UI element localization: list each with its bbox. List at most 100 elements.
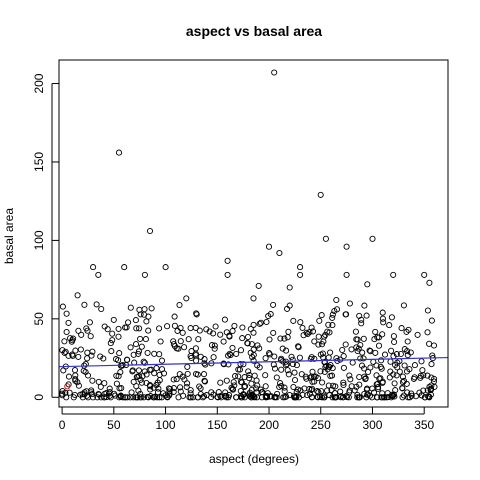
data-point bbox=[378, 394, 385, 401]
data-point bbox=[214, 394, 221, 401]
data-point bbox=[72, 347, 79, 354]
data-point bbox=[229, 327, 236, 335]
data-point bbox=[98, 305, 105, 313]
data-point bbox=[75, 353, 82, 360]
data-point bbox=[278, 382, 285, 389]
data-point bbox=[388, 347, 395, 354]
data-point bbox=[295, 386, 302, 393]
data-point bbox=[223, 329, 230, 336]
data-point bbox=[342, 341, 349, 348]
data-point bbox=[116, 385, 123, 392]
data-point bbox=[388, 314, 395, 321]
data-point bbox=[181, 344, 188, 351]
data-point bbox=[144, 393, 151, 400]
data-point bbox=[340, 379, 347, 386]
data-point bbox=[63, 310, 70, 317]
data-point bbox=[187, 325, 194, 332]
data-point bbox=[400, 392, 408, 399]
data-point bbox=[379, 390, 386, 397]
data-point bbox=[262, 355, 269, 362]
data-point bbox=[71, 367, 79, 374]
data-point bbox=[364, 391, 371, 398]
y-tick-label: 0 bbox=[32, 394, 46, 401]
data-point bbox=[113, 380, 120, 387]
data-point bbox=[410, 375, 417, 382]
data-point bbox=[397, 350, 404, 358]
data-point bbox=[140, 394, 147, 401]
data-point bbox=[109, 330, 116, 337]
data-point bbox=[364, 281, 371, 288]
data-point bbox=[146, 227, 154, 235]
data-point bbox=[170, 341, 177, 348]
data-point bbox=[171, 322, 178, 329]
data-point bbox=[84, 355, 91, 362]
x-tick-label: 300 bbox=[362, 418, 382, 432]
data-point bbox=[124, 394, 131, 401]
data-points bbox=[59, 69, 438, 401]
data-point bbox=[346, 387, 353, 394]
data-point bbox=[393, 372, 400, 379]
data-point bbox=[138, 379, 145, 386]
data-point bbox=[134, 394, 141, 401]
data-point bbox=[221, 316, 228, 323]
data-point bbox=[278, 366, 285, 373]
data-point bbox=[281, 335, 288, 342]
data-point bbox=[136, 325, 143, 332]
data-point bbox=[195, 336, 202, 343]
data-point bbox=[328, 372, 336, 379]
data-point bbox=[200, 393, 208, 400]
data-point bbox=[314, 388, 321, 395]
data-point bbox=[400, 302, 407, 309]
data-point bbox=[271, 353, 278, 360]
data-point bbox=[263, 318, 270, 326]
data-point bbox=[223, 377, 230, 384]
data-point bbox=[404, 338, 411, 345]
data-point bbox=[417, 372, 424, 379]
data-point bbox=[331, 307, 338, 315]
data-point bbox=[177, 338, 184, 345]
x-tick-label: 100 bbox=[156, 418, 176, 432]
data-point bbox=[355, 345, 362, 352]
data-point bbox=[373, 372, 380, 379]
data-point bbox=[210, 354, 217, 361]
data-point bbox=[381, 351, 389, 358]
data-point bbox=[266, 350, 273, 357]
data-point bbox=[206, 328, 213, 335]
data-point bbox=[297, 264, 304, 271]
data-point bbox=[277, 335, 284, 342]
data-point bbox=[65, 319, 72, 326]
data-point bbox=[229, 385, 236, 392]
data-point bbox=[75, 382, 82, 389]
data-point bbox=[62, 348, 69, 355]
data-point bbox=[130, 378, 137, 385]
data-point bbox=[378, 357, 385, 364]
data-point bbox=[271, 365, 279, 372]
data-point bbox=[211, 345, 218, 352]
data-point bbox=[430, 342, 438, 349]
data-point bbox=[321, 394, 328, 401]
data-point bbox=[201, 378, 209, 385]
x-axis-label: aspect (degrees) bbox=[209, 452, 299, 466]
data-point bbox=[363, 312, 370, 319]
data-point bbox=[210, 330, 217, 337]
data-point bbox=[279, 345, 286, 352]
data-point bbox=[116, 350, 123, 357]
data-point bbox=[331, 390, 338, 397]
data-point bbox=[81, 301, 88, 308]
data-point bbox=[387, 368, 394, 375]
fit-line-group bbox=[58, 356, 449, 368]
data-point bbox=[403, 328, 410, 335]
data-point bbox=[231, 382, 238, 389]
data-point bbox=[404, 389, 411, 396]
data-point bbox=[225, 352, 232, 359]
data-point bbox=[251, 372, 258, 379]
data-point bbox=[248, 341, 255, 348]
data-point bbox=[89, 377, 96, 384]
data-point bbox=[107, 340, 114, 347]
data-point bbox=[95, 391, 102, 398]
y-tick-label: 100 bbox=[32, 230, 46, 250]
data-point bbox=[132, 317, 139, 324]
data-point bbox=[193, 311, 200, 318]
data-point bbox=[281, 394, 288, 401]
